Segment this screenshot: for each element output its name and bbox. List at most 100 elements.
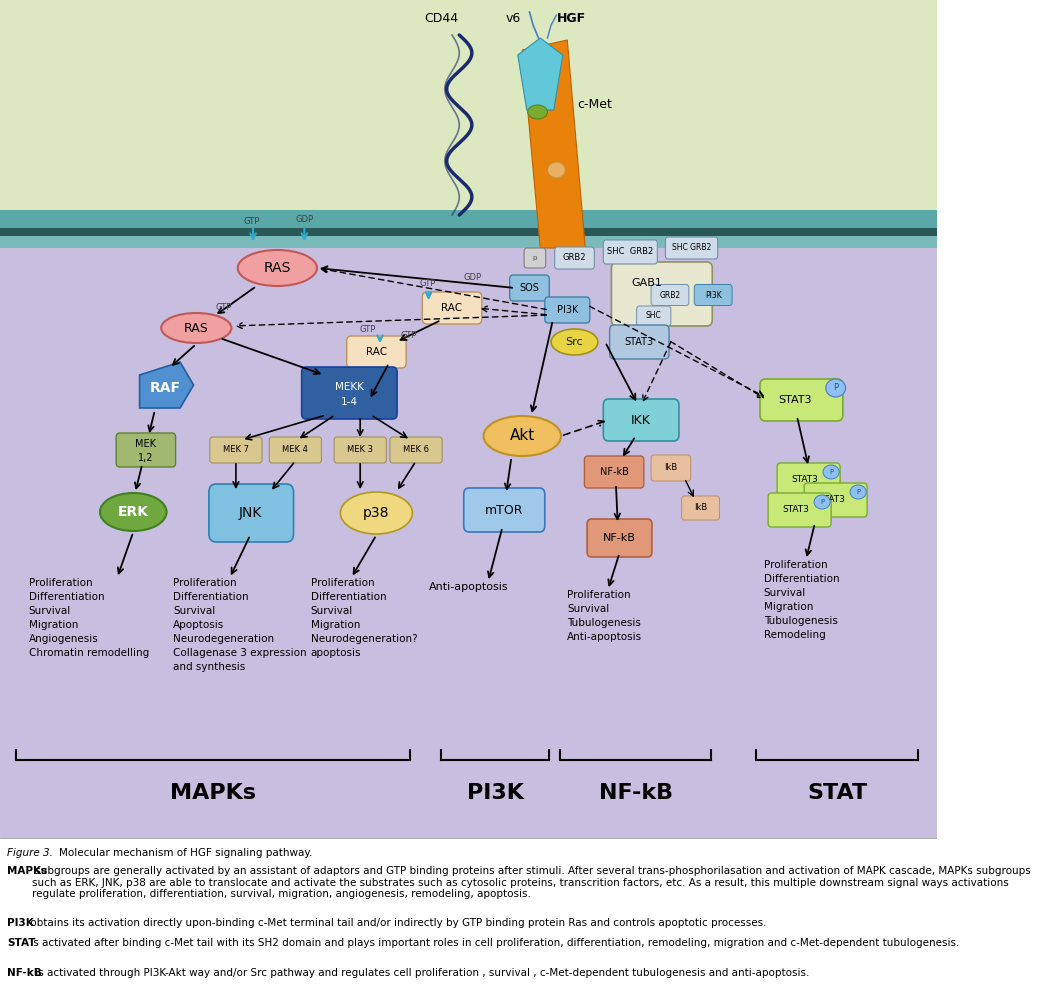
Text: Proliferation
Differentiation
Survival
Migration
Angiogenesis
Chromatin remodell: Proliferation Differentiation Survival M… xyxy=(29,578,149,658)
Bar xyxy=(0,248,937,838)
Text: MEK: MEK xyxy=(135,439,156,449)
Text: NF-kB: NF-kB xyxy=(603,533,636,543)
Ellipse shape xyxy=(528,105,548,119)
Ellipse shape xyxy=(850,485,866,499)
Text: IkB: IkB xyxy=(694,503,707,512)
Text: NF-kB: NF-kB xyxy=(7,968,42,978)
FancyBboxPatch shape xyxy=(209,484,294,542)
Text: JNK: JNK xyxy=(238,506,262,520)
Text: RAS: RAS xyxy=(263,261,291,275)
FancyBboxPatch shape xyxy=(334,437,386,463)
Text: GTP: GTP xyxy=(420,280,436,289)
Text: SHC  GRB2: SHC GRB2 xyxy=(607,248,654,257)
Text: 1-4: 1-4 xyxy=(340,397,358,407)
Ellipse shape xyxy=(161,313,231,343)
FancyBboxPatch shape xyxy=(587,519,652,557)
Text: MEK 6: MEK 6 xyxy=(403,446,429,455)
Text: GDP: GDP xyxy=(296,216,313,225)
Bar xyxy=(0,228,937,236)
FancyBboxPatch shape xyxy=(604,240,657,264)
Text: Figure 3.: Figure 3. xyxy=(7,848,53,858)
Text: Proliferation
Survival
Tubulogenesis
Anti-apoptosis: Proliferation Survival Tubulogenesis Ant… xyxy=(567,590,642,642)
Text: MAPKs: MAPKs xyxy=(7,866,47,876)
FancyBboxPatch shape xyxy=(584,456,643,488)
FancyBboxPatch shape xyxy=(210,437,262,463)
FancyBboxPatch shape xyxy=(463,488,544,532)
Text: PI3K: PI3K xyxy=(557,305,578,315)
FancyBboxPatch shape xyxy=(347,336,406,368)
Text: P: P xyxy=(829,469,833,475)
Text: Proliferation
Differentiation
Survival
Migration
Tubulogenesis
Remodeling: Proliferation Differentiation Survival M… xyxy=(764,560,839,640)
Text: RAF: RAF xyxy=(149,381,180,395)
Ellipse shape xyxy=(340,492,412,534)
FancyBboxPatch shape xyxy=(423,292,482,324)
Text: v6: v6 xyxy=(506,12,520,25)
Text: MAPKs: MAPKs xyxy=(171,783,256,803)
Text: MEK 7: MEK 7 xyxy=(223,446,249,455)
Text: IKK: IKK xyxy=(631,414,651,427)
Text: PI3K: PI3K xyxy=(466,783,524,803)
Ellipse shape xyxy=(551,329,598,355)
Text: p: p xyxy=(533,255,537,261)
Text: Anti-apoptosis: Anti-apoptosis xyxy=(429,582,508,592)
FancyBboxPatch shape xyxy=(611,262,712,326)
FancyBboxPatch shape xyxy=(555,247,594,269)
FancyBboxPatch shape xyxy=(768,493,831,527)
Text: RAC: RAC xyxy=(441,303,462,313)
Polygon shape xyxy=(139,362,194,408)
Text: GRB2: GRB2 xyxy=(659,291,681,300)
FancyBboxPatch shape xyxy=(665,237,717,259)
Ellipse shape xyxy=(237,250,316,286)
FancyBboxPatch shape xyxy=(117,433,176,467)
Text: SHC: SHC xyxy=(645,312,662,321)
Text: 1,2: 1,2 xyxy=(138,453,154,463)
Text: PI3K: PI3K xyxy=(7,918,34,928)
Text: GDP: GDP xyxy=(463,274,482,283)
FancyBboxPatch shape xyxy=(510,275,550,301)
Text: RAS: RAS xyxy=(184,322,208,335)
Text: GTP: GTP xyxy=(215,304,232,313)
Text: STAT: STAT xyxy=(7,938,35,948)
FancyBboxPatch shape xyxy=(760,379,843,421)
Text: PI3K: PI3K xyxy=(705,291,721,300)
FancyBboxPatch shape xyxy=(524,248,545,268)
Text: obtains its activation directly upon-binding c-Met terminal tail and/or indirect: obtains its activation directly upon-bin… xyxy=(27,918,766,928)
Text: HGF: HGF xyxy=(557,12,586,25)
Polygon shape xyxy=(523,40,585,248)
Text: p38: p38 xyxy=(363,506,389,520)
Text: is activated after binding c-Met tail with its SH2 domain and plays important ro: is activated after binding c-Met tail wi… xyxy=(27,938,960,948)
FancyBboxPatch shape xyxy=(604,399,679,441)
FancyBboxPatch shape xyxy=(302,367,397,419)
Ellipse shape xyxy=(823,465,839,479)
Text: Proliferation
Differentiation
Survival
Apoptosis
Neurodegeneration
Collagenase 3: Proliferation Differentiation Survival A… xyxy=(173,578,306,672)
Ellipse shape xyxy=(826,379,845,397)
Text: mTOR: mTOR xyxy=(485,503,524,516)
Text: Molecular mechanism of HGF signaling pathway.: Molecular mechanism of HGF signaling pat… xyxy=(58,848,312,858)
Text: MEK 4: MEK 4 xyxy=(282,446,308,455)
Text: Src: Src xyxy=(565,337,583,347)
Text: P: P xyxy=(856,489,860,495)
Ellipse shape xyxy=(548,162,565,178)
Text: P: P xyxy=(820,499,824,505)
FancyBboxPatch shape xyxy=(651,285,689,306)
Text: CD44: CD44 xyxy=(424,12,458,25)
Ellipse shape xyxy=(484,416,561,456)
Ellipse shape xyxy=(100,493,167,531)
Text: STAT3: STAT3 xyxy=(783,505,810,514)
Text: Akt: Akt xyxy=(510,429,535,444)
FancyBboxPatch shape xyxy=(544,297,590,323)
Text: SHC GRB2: SHC GRB2 xyxy=(671,244,711,253)
Bar xyxy=(0,236,937,248)
Text: NF-kB: NF-kB xyxy=(600,467,629,477)
FancyBboxPatch shape xyxy=(777,463,840,497)
Bar xyxy=(0,210,937,228)
FancyBboxPatch shape xyxy=(610,325,669,359)
Text: ERK: ERK xyxy=(118,505,149,519)
FancyBboxPatch shape xyxy=(270,437,322,463)
Text: is activated through PI3K-Akt way and/or Src pathway and regulates cell prolifer: is activated through PI3K-Akt way and/or… xyxy=(32,968,809,978)
Text: IkB: IkB xyxy=(664,464,678,473)
FancyBboxPatch shape xyxy=(637,306,670,326)
Bar xyxy=(0,0,937,210)
Text: GTP: GTP xyxy=(401,332,417,341)
Text: P: P xyxy=(833,384,838,393)
